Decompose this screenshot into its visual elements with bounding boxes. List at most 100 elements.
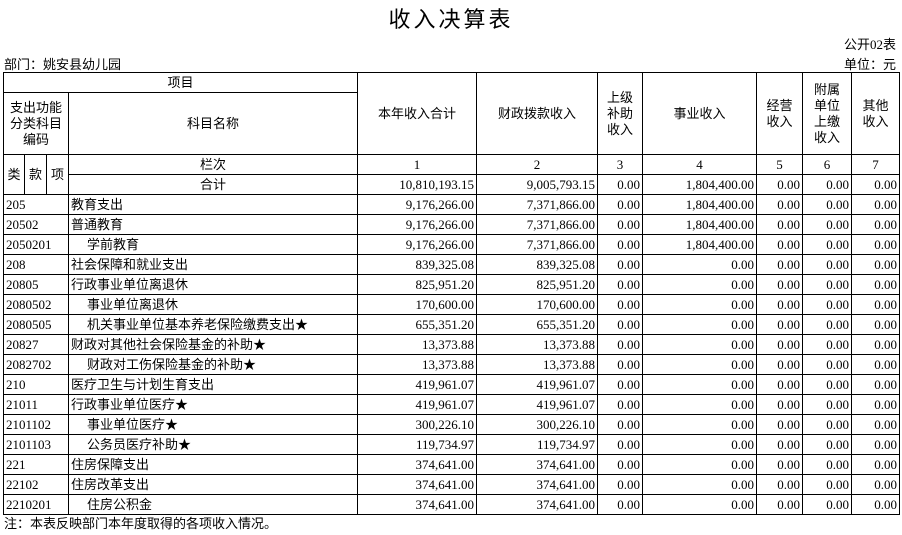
cell: 0.00 bbox=[756, 374, 804, 395]
cell: 科目名称 bbox=[67, 92, 359, 155]
cell: 0.00 bbox=[756, 434, 804, 455]
table-row: 208 社会保障和就业支出 839,325.08 839,325.08 0.00 0.00… bbox=[3, 254, 901, 275]
table-row: 2101102 事业单位医疗★ 300,226.10 300,226.10 0.00 0.… bbox=[3, 414, 901, 435]
cell: 208 bbox=[3, 254, 69, 275]
cell: 事业收入 bbox=[642, 72, 758, 155]
cell: 22102 bbox=[3, 474, 69, 495]
cell: 经营 收入 bbox=[756, 72, 804, 155]
cell: 374,641.00 bbox=[476, 454, 599, 475]
cell: 0.00 bbox=[597, 234, 644, 255]
cell: 0.00 bbox=[597, 314, 644, 335]
cell: 119,734.97 bbox=[357, 434, 478, 455]
table-row: 221 住房保障支出 374,641.00 374,641.00 0.00 0.00 0.0… bbox=[3, 454, 901, 475]
cell: 0.00 bbox=[756, 174, 804, 195]
cell: 0.00 bbox=[802, 474, 853, 495]
cell: 0.00 bbox=[597, 294, 644, 315]
label-line: 编码 bbox=[22, 131, 49, 147]
cell: 0.00 bbox=[597, 214, 644, 235]
table-row: 20502 普通教育 9,176,266.00 7,371,866.00 0.00 1,8… bbox=[3, 214, 901, 235]
label-line: 本年收入合计 bbox=[378, 105, 457, 121]
cell: 0.00 bbox=[756, 334, 804, 355]
cell: 0.00 bbox=[756, 274, 804, 295]
label-line: 收入 bbox=[862, 113, 889, 129]
cell: 0.00 bbox=[597, 414, 644, 435]
cell: 13,373.88 bbox=[476, 334, 599, 355]
cell: 170,600.00 bbox=[357, 294, 478, 315]
table-row: 22102 住房改革支出 374,641.00 374,641.00 0.00 0.00 0… bbox=[3, 474, 901, 495]
cell: 2210201 bbox=[3, 494, 69, 515]
cell: 20827 bbox=[3, 334, 69, 355]
cell: 2082702 bbox=[3, 354, 69, 375]
cell: 0.00 bbox=[756, 474, 804, 495]
cell: 21011 bbox=[3, 394, 69, 415]
label-line: 收入 bbox=[814, 129, 841, 145]
cell: 0.00 bbox=[802, 294, 853, 315]
table-row: 2080505 机关事业单位基本养老保险缴费支出★ 655,351.20 655,35… bbox=[3, 314, 901, 335]
cell: 419,961.07 bbox=[476, 374, 599, 395]
cell: 825,951.20 bbox=[357, 274, 478, 295]
cell: 0.00 bbox=[851, 434, 901, 455]
cell: 1,804,400.00 bbox=[642, 194, 758, 215]
form-number: 公开02表 bbox=[843, 37, 896, 52]
cell: 7,371,866.00 bbox=[476, 234, 599, 255]
cell: 4 bbox=[642, 154, 758, 175]
cell: 2080505 bbox=[3, 314, 69, 335]
table-row: 2080502 事业单位离退休 170,600.00 170,600.00 0.00 0.… bbox=[3, 294, 901, 315]
table-row: 21011 行政事业单位医疗★ 419,961.07 419,961.07 0.00 0.… bbox=[3, 394, 901, 415]
cell: 205 bbox=[3, 194, 69, 215]
cell: 0.00 bbox=[642, 374, 758, 395]
table-row: 合计 10,810,193.15 9,005,793.15 0.00 1,804,400… bbox=[4, 174, 901, 195]
cell: 0.00 bbox=[597, 334, 644, 355]
cell: 0.00 bbox=[597, 274, 644, 295]
cell: 9,005,793.15 bbox=[476, 174, 599, 195]
cell: 栏次 bbox=[67, 154, 359, 175]
cell: 7 bbox=[851, 154, 901, 175]
cell: 0.00 bbox=[642, 494, 758, 515]
cell: 0.00 bbox=[851, 414, 901, 435]
cell: 0.00 bbox=[851, 274, 901, 295]
cell: 0.00 bbox=[851, 234, 901, 255]
cell: 0.00 bbox=[597, 354, 644, 375]
cell: 0.00 bbox=[597, 254, 644, 275]
cell: 0.00 bbox=[642, 434, 758, 455]
cell: 0.00 bbox=[756, 214, 804, 235]
label-line: 单位 bbox=[814, 97, 841, 113]
cell: 款 bbox=[24, 154, 47, 195]
cell: 0.00 bbox=[597, 194, 644, 215]
cell: 2050201 bbox=[3, 234, 69, 255]
cell: 0.00 bbox=[756, 394, 804, 415]
cell: 210 bbox=[3, 374, 69, 395]
cell: 0.00 bbox=[642, 394, 758, 415]
cell: 0.00 bbox=[802, 354, 853, 375]
table-row: 类款项栏次 1 2 3 4 5 6 7 bbox=[3, 154, 901, 195]
cell: 项 bbox=[46, 154, 69, 195]
label-line: 事业收入 bbox=[673, 105, 726, 121]
cell: 7,371,866.00 bbox=[476, 194, 599, 215]
cell: 300,226.10 bbox=[476, 414, 599, 435]
cell: 825,951.20 bbox=[476, 274, 599, 295]
cell: 374,641.00 bbox=[476, 494, 599, 515]
cell: 419,961.07 bbox=[357, 394, 478, 415]
cell: 0.00 bbox=[851, 194, 901, 215]
cell: 0.00 bbox=[802, 194, 853, 215]
cell: 0.00 bbox=[597, 174, 644, 195]
cell: 0.00 bbox=[756, 234, 804, 255]
label-line: 上级 bbox=[607, 89, 634, 105]
label-line: 收入 bbox=[607, 121, 634, 137]
cell: 学前教育 bbox=[67, 234, 359, 255]
table-row: 2050201 学前教育 9,176,266.00 7,371,866.00 0.00 1… bbox=[3, 234, 901, 255]
label-line: 收入 bbox=[766, 113, 793, 129]
cell: 行政事业单位离退休 bbox=[67, 274, 359, 295]
table-row: 2101103 公务员医疗补助★ 119,734.97 119,734.97 0.00 0… bbox=[3, 434, 901, 455]
cell: 221 bbox=[3, 454, 69, 475]
cell: 0.00 bbox=[642, 474, 758, 495]
cell: 839,325.08 bbox=[476, 254, 599, 275]
cell: 事业单位医疗★ bbox=[67, 414, 359, 435]
label-line: 支出功能 bbox=[9, 99, 62, 115]
cell: 1 bbox=[357, 154, 478, 175]
cell: 1,804,400.00 bbox=[642, 214, 758, 235]
label-line: 其他 bbox=[862, 97, 889, 113]
cell: 0.00 bbox=[851, 474, 901, 495]
cell: 300,226.10 bbox=[357, 414, 478, 435]
cell: 0.00 bbox=[597, 374, 644, 395]
